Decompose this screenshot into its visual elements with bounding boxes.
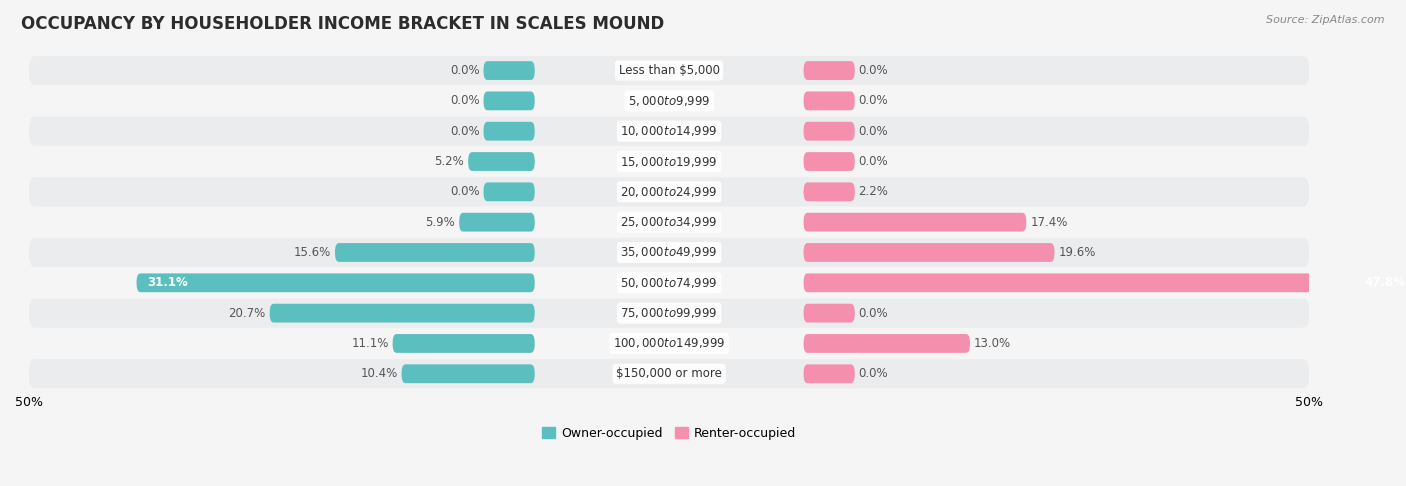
Text: 0.0%: 0.0% xyxy=(859,64,889,77)
Text: $20,000 to $24,999: $20,000 to $24,999 xyxy=(620,185,718,199)
Text: 20.7%: 20.7% xyxy=(229,307,266,320)
FancyBboxPatch shape xyxy=(392,334,534,353)
Text: $10,000 to $14,999: $10,000 to $14,999 xyxy=(620,124,718,138)
Text: 15.6%: 15.6% xyxy=(294,246,332,259)
Text: $50,000 to $74,999: $50,000 to $74,999 xyxy=(620,276,718,290)
FancyBboxPatch shape xyxy=(402,364,534,383)
Text: $35,000 to $49,999: $35,000 to $49,999 xyxy=(620,245,718,260)
FancyBboxPatch shape xyxy=(804,91,855,110)
FancyBboxPatch shape xyxy=(804,274,1406,292)
Text: 0.0%: 0.0% xyxy=(859,125,889,138)
Text: $100,000 to $149,999: $100,000 to $149,999 xyxy=(613,336,725,350)
Legend: Owner-occupied, Renter-occupied: Owner-occupied, Renter-occupied xyxy=(537,422,801,445)
Text: 0.0%: 0.0% xyxy=(859,94,889,107)
FancyBboxPatch shape xyxy=(30,298,1309,328)
FancyBboxPatch shape xyxy=(804,182,855,201)
Text: $25,000 to $34,999: $25,000 to $34,999 xyxy=(620,215,718,229)
FancyBboxPatch shape xyxy=(804,152,855,171)
Text: $15,000 to $19,999: $15,000 to $19,999 xyxy=(620,155,718,169)
Text: 0.0%: 0.0% xyxy=(859,155,889,168)
FancyBboxPatch shape xyxy=(30,268,1309,297)
Text: 0.0%: 0.0% xyxy=(859,307,889,320)
FancyBboxPatch shape xyxy=(468,152,534,171)
Text: 0.0%: 0.0% xyxy=(450,64,479,77)
Text: Less than $5,000: Less than $5,000 xyxy=(619,64,720,77)
FancyBboxPatch shape xyxy=(804,122,855,140)
Text: 5.2%: 5.2% xyxy=(434,155,464,168)
FancyBboxPatch shape xyxy=(30,208,1309,237)
FancyBboxPatch shape xyxy=(270,304,534,323)
FancyBboxPatch shape xyxy=(30,147,1309,176)
Text: Source: ZipAtlas.com: Source: ZipAtlas.com xyxy=(1267,15,1385,25)
FancyBboxPatch shape xyxy=(804,61,855,80)
Text: $5,000 to $9,999: $5,000 to $9,999 xyxy=(628,94,710,108)
Text: 0.0%: 0.0% xyxy=(450,185,479,198)
Text: OCCUPANCY BY HOUSEHOLDER INCOME BRACKET IN SCALES MOUND: OCCUPANCY BY HOUSEHOLDER INCOME BRACKET … xyxy=(21,15,665,33)
FancyBboxPatch shape xyxy=(484,61,534,80)
FancyBboxPatch shape xyxy=(804,334,970,353)
Text: 0.0%: 0.0% xyxy=(859,367,889,380)
Text: 31.1%: 31.1% xyxy=(146,277,187,289)
FancyBboxPatch shape xyxy=(30,87,1309,116)
FancyBboxPatch shape xyxy=(804,304,855,323)
FancyBboxPatch shape xyxy=(804,243,1054,262)
FancyBboxPatch shape xyxy=(804,213,1026,231)
FancyBboxPatch shape xyxy=(460,213,534,231)
Text: 0.0%: 0.0% xyxy=(450,125,479,138)
Text: 0.0%: 0.0% xyxy=(450,94,479,107)
FancyBboxPatch shape xyxy=(30,329,1309,358)
Text: 2.2%: 2.2% xyxy=(859,185,889,198)
FancyBboxPatch shape xyxy=(30,359,1309,388)
Text: 13.0%: 13.0% xyxy=(974,337,1011,350)
FancyBboxPatch shape xyxy=(30,177,1309,207)
Text: 17.4%: 17.4% xyxy=(1031,216,1067,229)
FancyBboxPatch shape xyxy=(30,117,1309,146)
Text: $75,000 to $99,999: $75,000 to $99,999 xyxy=(620,306,718,320)
Text: 10.4%: 10.4% xyxy=(360,367,398,380)
FancyBboxPatch shape xyxy=(30,56,1309,85)
Text: 19.6%: 19.6% xyxy=(1059,246,1095,259)
Text: 47.8%: 47.8% xyxy=(1364,277,1405,289)
FancyBboxPatch shape xyxy=(484,122,534,140)
Text: 5.9%: 5.9% xyxy=(426,216,456,229)
Text: $150,000 or more: $150,000 or more xyxy=(616,367,723,380)
FancyBboxPatch shape xyxy=(136,274,534,292)
FancyBboxPatch shape xyxy=(335,243,534,262)
FancyBboxPatch shape xyxy=(484,182,534,201)
FancyBboxPatch shape xyxy=(804,364,855,383)
Text: 11.1%: 11.1% xyxy=(352,337,388,350)
FancyBboxPatch shape xyxy=(30,238,1309,267)
FancyBboxPatch shape xyxy=(484,91,534,110)
